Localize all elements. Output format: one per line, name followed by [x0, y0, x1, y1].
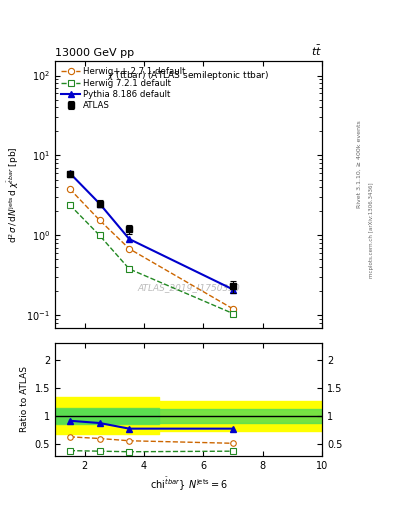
Line: Pythia 8.186 default: Pythia 8.186 default	[66, 169, 237, 293]
Line: Herwig 7.2.1 default: Herwig 7.2.1 default	[67, 202, 236, 317]
Herwig++ 2.7.1 default	[97, 217, 102, 223]
Pythia 8.186 default	[68, 170, 72, 176]
Herwig 7.2.1 default	[127, 266, 132, 272]
Text: ATLAS_2019_I1750330: ATLAS_2019_I1750330	[137, 283, 240, 292]
Legend: Herwig++ 2.7.1 default, Herwig 7.2.1 default, Pythia 8.186 default, ATLAS: Herwig++ 2.7.1 default, Herwig 7.2.1 def…	[59, 66, 188, 112]
Y-axis label: $\mathrm{d}^2\sigma\,/\,\mathrm{d}N^{\mathrm{jets}}\,\mathrm{d}\,\chi^{\bar{t}ba: $\mathrm{d}^2\sigma\,/\,\mathrm{d}N^{\ma…	[5, 146, 21, 243]
Pythia 8.186 default	[97, 201, 102, 207]
Text: mcplots.cern.ch [arXiv:1306.3436]: mcplots.cern.ch [arXiv:1306.3436]	[369, 183, 374, 278]
Pythia 8.186 default	[231, 287, 235, 293]
Pythia 8.186 default	[127, 236, 132, 242]
Herwig++ 2.7.1 default	[231, 306, 235, 312]
Text: $\chi$ (ttbar) (ATLAS semileptonic ttbar): $\chi$ (ttbar) (ATLAS semileptonic ttbar…	[107, 70, 270, 82]
Y-axis label: Ratio to ATLAS: Ratio to ATLAS	[20, 367, 29, 432]
Herwig++ 2.7.1 default	[127, 246, 132, 252]
Bar	[55, 410, 322, 423]
X-axis label: $\mathrm{chi}^{\bar{t}bar}\}\ N^{\mathrm{jets}} = 6$: $\mathrm{chi}^{\bar{t}bar}\}\ N^{\mathrm…	[150, 476, 228, 493]
Bar	[55, 401, 322, 432]
Line: Herwig++ 2.7.1 default: Herwig++ 2.7.1 default	[67, 186, 236, 312]
Herwig 7.2.1 default	[68, 202, 72, 208]
Text: Rivet 3.1.10, ≥ 400k events: Rivet 3.1.10, ≥ 400k events	[357, 120, 362, 208]
Herwig 7.2.1 default	[97, 232, 102, 239]
Herwig++ 2.7.1 default	[68, 186, 72, 192]
Herwig 7.2.1 default	[231, 311, 235, 317]
Text: 13000 GeV pp: 13000 GeV pp	[55, 48, 134, 58]
Text: $t\bar{t}$: $t\bar{t}$	[311, 44, 322, 58]
